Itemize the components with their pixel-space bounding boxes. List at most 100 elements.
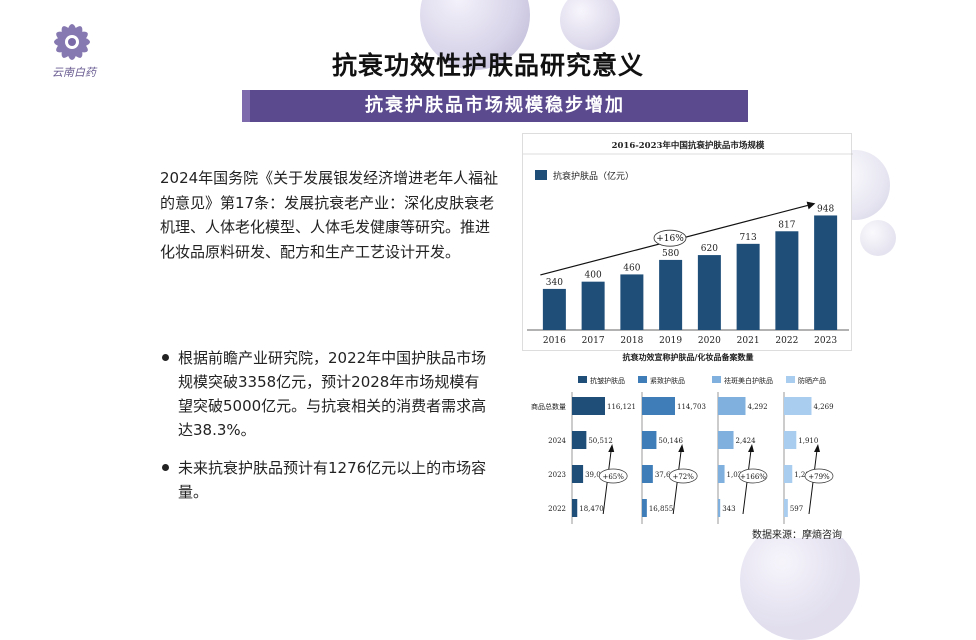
bar-祛斑美白护肤品-2023 bbox=[718, 465, 725, 483]
growth-label: +166% bbox=[740, 473, 766, 481]
legend-label: 抗衰护肤品（亿元） bbox=[553, 170, 634, 182]
bullet-item: 根据前瞻产业研究院，2022年中国护肤品市场规模突破3358亿元，预计2028年… bbox=[162, 346, 492, 442]
growth-label: +65% bbox=[602, 473, 624, 481]
bullet-list: 根据前瞻产业研究院，2022年中国护肤品市场规模突破3358亿元，预计2028年… bbox=[162, 346, 492, 518]
bar-防晒产品-商品总数量 bbox=[784, 397, 812, 415]
bar-紧致护肤品-商品总数量 bbox=[642, 397, 675, 415]
bar-value-label: 16,855 bbox=[649, 505, 674, 513]
bar-2019 bbox=[659, 259, 683, 330]
bullet-item: 未来抗衰护肤品预计有1276亿元以上的市场容量。 bbox=[162, 456, 492, 504]
x-tick-label: 2016 bbox=[543, 336, 566, 346]
row-category-label: 商品总数量 bbox=[531, 402, 566, 411]
bar-value-label: 37,688 bbox=[655, 471, 680, 479]
bar-value-label: 4,292 bbox=[748, 403, 768, 411]
bar-2022 bbox=[775, 231, 799, 330]
bar-value-label: 1,910 bbox=[798, 437, 818, 445]
bullet-text: 未来抗衰护肤品预计有1276亿元以上的市场容量。 bbox=[178, 459, 487, 501]
bar-2021 bbox=[736, 243, 760, 330]
row-category-label: 2023 bbox=[548, 471, 566, 479]
bar-value-label: 597 bbox=[790, 505, 803, 513]
bar-value-label: 343 bbox=[722, 505, 735, 513]
growth-bubble bbox=[598, 468, 628, 484]
growth-arrow-head bbox=[608, 444, 615, 452]
filing-chart-title: 抗衰功效宣称护肤品/化妆品备案数量 bbox=[622, 352, 754, 362]
x-tick-label: 2022 bbox=[775, 336, 798, 346]
bar-紧致护肤品-2023 bbox=[642, 465, 653, 483]
filing-count-chart-svg: 抗皱护肤品 紧致护肤品 祛斑美白护肤品 防晒产品 商品总数量 2024 2023 2022 1… bbox=[531, 376, 834, 524]
x-tick-label: 2020 bbox=[698, 336, 721, 346]
section-banner: 抗衰护肤品市场规模稳步增加 bbox=[242, 90, 748, 122]
bar-2017 bbox=[581, 281, 605, 330]
bar-value-label: 1,022 bbox=[727, 471, 747, 479]
market-size-chart-svg: 2016-2023年中国抗衰护肤品市场规模 抗衰护肤品（亿元） 340 2016 4… bbox=[523, 140, 853, 346]
market-size-chart: 2016-2023年中国抗衰护肤品市场规模 抗衰护肤品（亿元） 340 2016 4… bbox=[522, 133, 853, 351]
legend-label: 防晒产品 bbox=[798, 376, 826, 385]
background-bubble bbox=[560, 0, 620, 50]
row-category-label: 2022 bbox=[548, 505, 566, 513]
legend-swatch bbox=[638, 376, 647, 383]
growth-arrow-head bbox=[814, 444, 820, 452]
policy-paragraph: 2024年国务院《关于发展银发经济增进老年人福祉的意见》第17条：发展抗衰老产业… bbox=[160, 169, 499, 261]
bar-value-label: 580 bbox=[662, 249, 679, 259]
bar-value-label: 50,512 bbox=[588, 437, 613, 445]
bar-防晒产品-2022 bbox=[784, 499, 788, 517]
growth-label: +79% bbox=[808, 473, 830, 481]
bar-value-label: 340 bbox=[546, 278, 563, 288]
bar-祛斑美白护肤品-2022 bbox=[718, 499, 721, 517]
growth-label: +72% bbox=[672, 473, 694, 481]
legend-swatch bbox=[786, 376, 795, 383]
x-tick-label: 2021 bbox=[737, 336, 760, 346]
bar-value-label: 1,283 bbox=[794, 471, 814, 479]
bar-value-label: 18,470 bbox=[579, 505, 604, 513]
bar-抗皱护肤品-2024 bbox=[572, 431, 587, 449]
bar-value-label: 39,044 bbox=[585, 471, 610, 479]
bar-2023 bbox=[814, 215, 838, 330]
background-bubble bbox=[860, 220, 896, 256]
filing-count-chart: 抗皱护肤品 紧致护肤品 祛斑美白护肤品 防晒产品 商品总数量 2024 2023 2022 1… bbox=[522, 366, 856, 538]
x-tick-label: 2023 bbox=[814, 336, 837, 346]
x-tick-label: 2019 bbox=[659, 336, 682, 346]
legend-swatch bbox=[712, 376, 721, 383]
legend-swatch bbox=[578, 376, 587, 383]
bar-value-label: 713 bbox=[740, 233, 757, 243]
bar-value-label: 116,121 bbox=[607, 403, 636, 411]
row-category-label: 2024 bbox=[548, 437, 566, 445]
bar-2018 bbox=[620, 274, 644, 330]
bar-value-label: 4,269 bbox=[814, 403, 834, 411]
legend-label: 紧致护肤品 bbox=[650, 376, 685, 385]
bar-value-label: 620 bbox=[701, 244, 718, 254]
bar-祛斑美白护肤品-商品总数量 bbox=[718, 397, 746, 415]
growth-arrow-head bbox=[748, 444, 754, 452]
growth-bubble bbox=[668, 468, 698, 484]
logo-text: 云南白药 bbox=[52, 66, 96, 79]
bar-祛斑美白护肤品-2024 bbox=[718, 431, 734, 449]
bar-value-label: 817 bbox=[778, 220, 795, 230]
growth-arrow-head bbox=[678, 444, 685, 452]
bar-value-label: 948 bbox=[817, 204, 834, 214]
bar-value-label: 50,146 bbox=[658, 437, 683, 445]
bullet-dot-icon bbox=[162, 464, 169, 471]
bar-防晒产品-2024 bbox=[784, 431, 797, 449]
growth-annotation-bubble bbox=[653, 229, 687, 247]
chart-title: 2016-2023年中国抗衰护肤品市场规模 bbox=[612, 140, 765, 151]
bar-2016 bbox=[542, 288, 566, 330]
bullet-text: 根据前瞻产业研究院，2022年中国护肤品市场规模突破3358亿元，预计2028年… bbox=[178, 349, 487, 439]
bar-抗皱护肤品-2023 bbox=[572, 465, 584, 483]
x-tick-label: 2017 bbox=[582, 336, 605, 346]
legend-label: 祛斑美白护肤品 bbox=[724, 376, 773, 385]
bar-紧致护肤品-2022 bbox=[642, 499, 647, 517]
data-source: 数据来源：摩熵咨询 bbox=[752, 530, 842, 541]
x-tick-label: 2018 bbox=[620, 336, 643, 346]
bar-value-label: 2,424 bbox=[736, 437, 757, 445]
trend-arrow-head bbox=[806, 201, 816, 210]
bar-防晒产品-2023 bbox=[784, 465, 793, 483]
bar-抗皱护肤品-2022 bbox=[572, 499, 578, 517]
bar-抗皱护肤品-商品总数量 bbox=[572, 397, 605, 415]
bar-value-label: 114,703 bbox=[677, 403, 706, 411]
legend-swatch bbox=[535, 170, 547, 180]
page-title: 抗衰功效性护肤品研究意义 bbox=[331, 51, 644, 80]
bar-紧致护肤品-2024 bbox=[642, 431, 657, 449]
growth-bubble bbox=[804, 468, 834, 484]
bar-value-label: 460 bbox=[623, 263, 640, 273]
legend-label: 抗皱护肤品 bbox=[590, 376, 625, 385]
